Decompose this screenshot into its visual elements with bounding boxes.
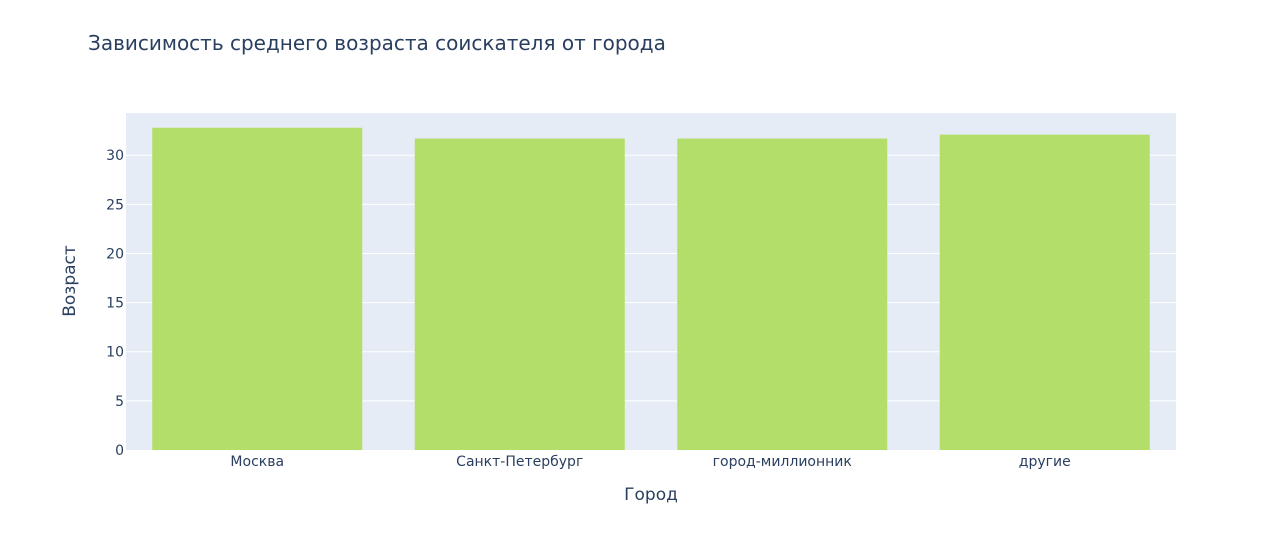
- chart-title: Зависимость среднего возраста соискателя…: [88, 31, 666, 55]
- bar-4: [939, 134, 1150, 450]
- y-tick-label: 30: [106, 148, 124, 164]
- y-tick-label: 5: [115, 394, 124, 410]
- y-tick-label: 20: [106, 246, 124, 262]
- x-tick-labels: Москва Санкт-Петербург город-миллионник дру…: [230, 454, 1070, 470]
- x-axis-title: Город: [624, 485, 678, 505]
- bar-3: [677, 138, 888, 450]
- x-tick-label: другие: [1019, 454, 1071, 470]
- y-tick-label: 0: [115, 443, 124, 459]
- bar-2: [414, 138, 625, 450]
- y-tick-labels: 0 5 10 15 20 25 30: [106, 148, 124, 459]
- bar-1: [152, 127, 363, 450]
- y-tick-label: 25: [106, 197, 124, 213]
- y-tick-label: 10: [106, 345, 124, 361]
- bars: [152, 127, 1150, 450]
- y-tick-label: 15: [106, 296, 124, 312]
- x-tick-label: Москва: [230, 454, 284, 470]
- x-tick-label: Санкт-Петербург: [456, 454, 583, 470]
- x-tick-label: город-миллионник: [713, 454, 852, 470]
- y-axis-title: Возраст: [60, 245, 80, 317]
